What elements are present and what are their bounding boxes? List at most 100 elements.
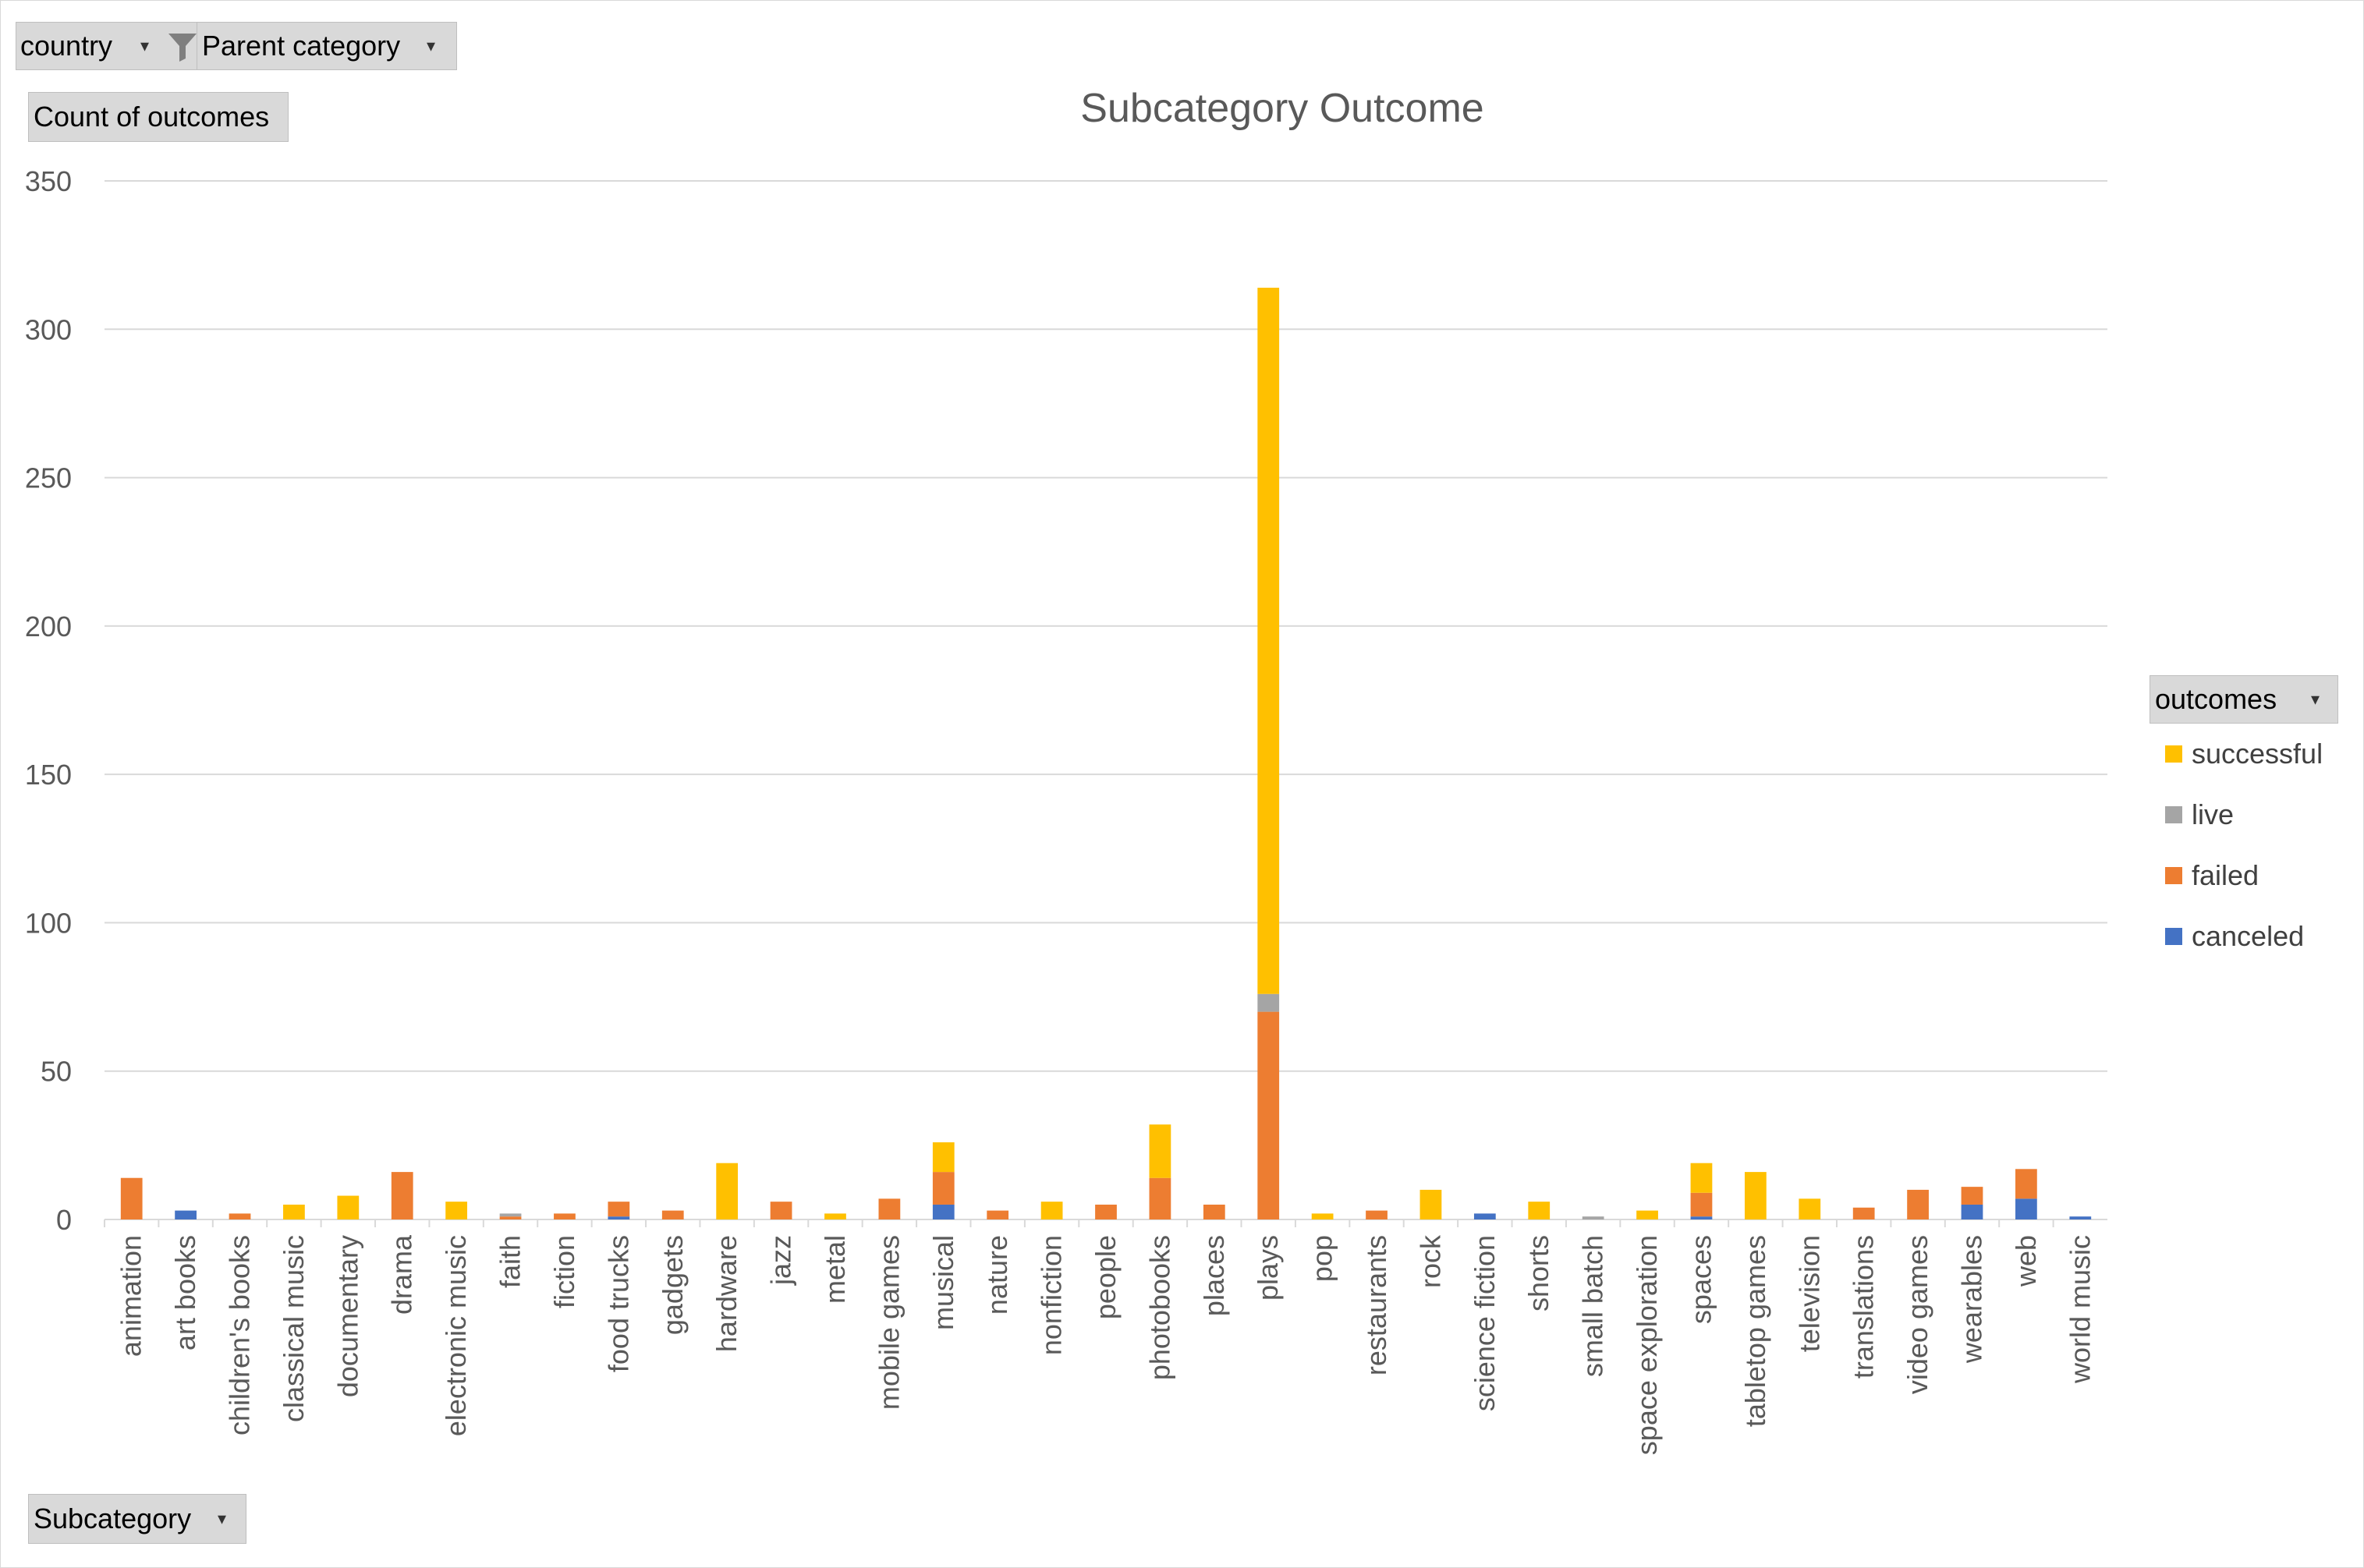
bar-segment-failed[interactable] <box>770 1202 792 1219</box>
bar-segment-successful[interactable] <box>1040 1202 1063 1219</box>
bar-segment-successful[interactable] <box>1257 288 1280 994</box>
x-tick-label: gadgets <box>657 1235 689 1335</box>
x-tick-label: drama <box>386 1234 418 1315</box>
bar-segment-canceled[interactable] <box>608 1216 630 1219</box>
x-tick-label: faith <box>494 1235 526 1288</box>
bar-segment-canceled[interactable] <box>932 1204 955 1219</box>
bar-segment-failed[interactable] <box>1095 1204 1117 1219</box>
x-tick-label: space exploration <box>1631 1235 1663 1455</box>
y-tick-label: 350 <box>25 165 72 197</box>
x-tick-label: nonfiction <box>1036 1235 1068 1355</box>
bar-segment-successful[interactable] <box>1636 1210 1658 1219</box>
bar-segment-failed[interactable] <box>229 1213 251 1219</box>
bar-segment-failed[interactable] <box>120 1177 143 1219</box>
legend-field-button[interactable]: outcomes ▾ <box>2150 675 2338 724</box>
x-tick-label: animation <box>115 1235 147 1357</box>
bar-segment-successful[interactable] <box>1149 1124 1171 1178</box>
bar-segment-successful[interactable] <box>283 1204 305 1219</box>
axis-field-button[interactable]: Subcategory ▾ <box>28 1494 246 1544</box>
bar-segment-failed[interactable] <box>499 1216 522 1219</box>
x-tick-label: spaces <box>1685 1235 1717 1324</box>
bar-segment-failed[interactable] <box>608 1202 630 1217</box>
bar-segment-successful[interactable] <box>1419 1189 1442 1219</box>
bar-segment-live[interactable] <box>1582 1216 1604 1219</box>
bar-segment-failed[interactable] <box>1366 1210 1388 1219</box>
dropdown-arrow-icon[interactable]: ▾ <box>218 1509 227 1528</box>
bar-series <box>120 288 2092 1219</box>
bar-segment-successful[interactable] <box>1528 1202 1551 1219</box>
filter-funnel-icon[interactable] <box>167 32 198 62</box>
x-tick-label: places <box>1198 1235 1230 1316</box>
bar-segment-failed[interactable] <box>987 1210 1009 1219</box>
y-tick-label: 250 <box>25 462 72 494</box>
legend-swatch-live <box>2165 806 2182 823</box>
bar-segment-successful[interactable] <box>1799 1198 1821 1219</box>
x-tick-label: people <box>1090 1235 1122 1319</box>
dropdown-arrow-icon[interactable]: ▾ <box>140 36 150 55</box>
x-tick-label: small batch <box>1577 1235 1609 1377</box>
bar-segment-canceled[interactable] <box>2015 1198 2037 1219</box>
x-tick-label: jazz <box>765 1235 797 1286</box>
legend-swatch-successful <box>2165 745 2182 763</box>
bar-segment-failed[interactable] <box>554 1213 576 1219</box>
bar-segment-failed[interactable] <box>1149 1177 1171 1219</box>
bar-segment-failed[interactable] <box>1961 1187 1983 1205</box>
bar-segment-successful[interactable] <box>1690 1163 1713 1193</box>
x-tick-label: classical music <box>278 1235 310 1422</box>
x-tick-label: documentary <box>331 1235 363 1397</box>
legend-item-failed[interactable]: failed <box>2165 859 2259 892</box>
x-tick-label: television <box>1793 1235 1825 1352</box>
x-tick-label: science fiction <box>1469 1235 1501 1411</box>
x-tick-label: mobile games <box>873 1235 905 1410</box>
bar-segment-canceled[interactable] <box>1961 1204 1983 1219</box>
bar-segment-failed[interactable] <box>391 1172 413 1219</box>
x-tick-label: photobooks <box>1143 1235 1175 1380</box>
bar-segment-successful[interactable] <box>824 1213 846 1219</box>
bar-segment-failed[interactable] <box>1852 1207 1875 1219</box>
bar-segment-canceled[interactable] <box>2069 1216 2092 1219</box>
dropdown-arrow-icon[interactable]: ▾ <box>427 36 436 55</box>
bar-segment-successful[interactable] <box>716 1163 739 1219</box>
bar-segment-live[interactable] <box>1257 993 1280 1012</box>
bar-segment-failed[interactable] <box>1203 1204 1225 1219</box>
bar-segment-failed[interactable] <box>1690 1192 1713 1217</box>
bar-segment-failed[interactable] <box>661 1210 684 1219</box>
legend-item-live[interactable]: live <box>2165 798 2234 831</box>
filter-button-parent-category[interactable]: Parent category ▾ <box>197 22 457 70</box>
y-tick-label: 50 <box>41 1056 72 1088</box>
x-tick-label: hardware <box>711 1235 743 1352</box>
x-axis: animation art books children's books classi… <box>104 1219 2096 1455</box>
bar-segment-successful[interactable] <box>445 1202 468 1219</box>
filter-button-country-label: country <box>20 30 113 62</box>
legend-item-canceled[interactable]: canceled <box>2165 920 2304 953</box>
bar-segment-failed[interactable] <box>1907 1189 1929 1219</box>
bar-segment-failed[interactable] <box>1257 1011 1280 1219</box>
x-tick-label: restaurants <box>1360 1235 1392 1375</box>
bar-segment-failed[interactable] <box>2015 1169 2037 1199</box>
bar-segment-failed[interactable] <box>878 1198 901 1219</box>
filter-button-country[interactable]: country ▾ <box>16 22 197 70</box>
bar-segment-canceled[interactable] <box>175 1210 197 1219</box>
bar-segment-failed[interactable] <box>932 1172 955 1205</box>
values-field-button[interactable]: Count of outcomes <box>28 92 289 142</box>
x-tick-label: rock <box>1414 1234 1446 1288</box>
x-tick-label: web <box>2010 1235 2042 1287</box>
legend-swatch-failed <box>2165 867 2182 884</box>
bar-segment-canceled[interactable] <box>1473 1213 1496 1219</box>
report-filter-area <box>16 22 457 70</box>
y-tick-label: 300 <box>25 313 72 345</box>
bar-segment-successful[interactable] <box>1311 1213 1334 1219</box>
bar-segment-successful[interactable] <box>337 1195 360 1219</box>
bar-segment-successful[interactable] <box>1744 1172 1767 1219</box>
y-tick-label: 150 <box>25 759 72 791</box>
dropdown-arrow-icon[interactable]: ▾ <box>2311 689 2320 709</box>
bar-segment-live[interactable] <box>499 1213 522 1217</box>
legend-field-label: outcomes <box>2155 683 2277 715</box>
legend-swatch-canceled <box>2165 928 2182 945</box>
x-tick-label: wearables <box>1955 1235 1987 1364</box>
bar-segment-canceled[interactable] <box>1690 1216 1713 1219</box>
legend-item-successful[interactable]: successful <box>2165 738 2323 770</box>
bar-segment-successful[interactable] <box>932 1142 955 1173</box>
